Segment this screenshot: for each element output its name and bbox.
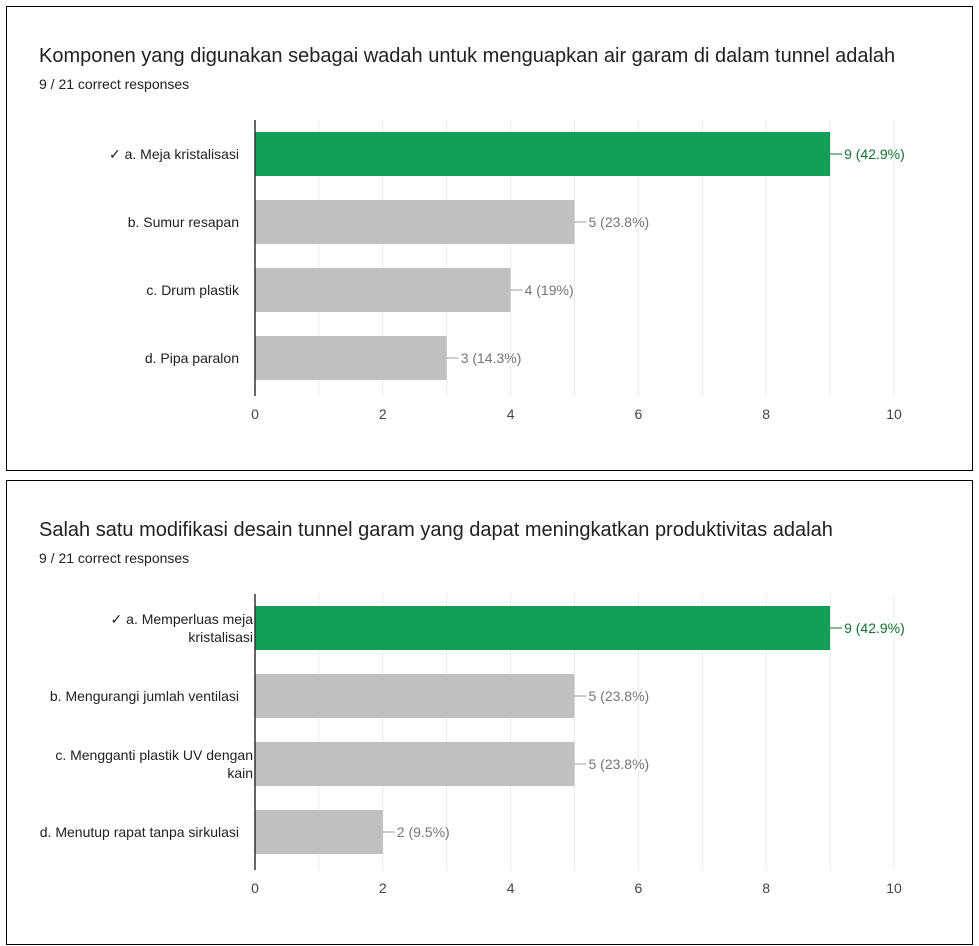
- bar: [255, 336, 447, 380]
- x-tick-label: 2: [379, 406, 387, 422]
- category-label: d. Pipa paralon: [145, 350, 239, 366]
- question-card-1: Komponen yang digunakan sebagai wadah un…: [6, 6, 973, 471]
- bar: [255, 268, 511, 312]
- x-tick-label: 10: [886, 880, 902, 896]
- category-label: kristalisasi: [188, 629, 253, 645]
- x-tick-label: 6: [635, 880, 643, 896]
- category-label: b. Mengurangi jumlah ventilasi: [50, 688, 239, 704]
- category-label: c. Mengganti plastik UV dengan: [55, 747, 253, 763]
- bar: [255, 132, 831, 176]
- category-label: ✓ a. Meja kristalisasi: [109, 146, 239, 162]
- bar: [255, 810, 383, 854]
- correct-responses-count: 9 / 21 correct responses: [39, 76, 190, 92]
- x-tick-label: 4: [507, 406, 515, 422]
- question-title: Komponen yang digunakan sebagai wadah un…: [39, 45, 896, 67]
- data-label: 5 (23.8%): [589, 214, 650, 230]
- bar: [255, 606, 831, 650]
- x-tick-label: 4: [507, 880, 515, 896]
- data-label: 5 (23.8%): [589, 688, 650, 704]
- category-label: b. Sumur resapan: [128, 214, 239, 230]
- x-tick-label: 8: [762, 406, 770, 422]
- data-label: 2 (9.5%): [397, 824, 450, 840]
- category-label: d. Menutup rapat tanpa sirkulasi: [40, 824, 239, 840]
- correct-responses-count: 9 / 21 correct responses: [39, 550, 190, 566]
- bar-chart: 0 2 4 6 8 10 9 (42.9%) ✓ a. Meja kristalisasi 5 …: [109, 120, 905, 422]
- x-tick-label: 8: [762, 880, 770, 896]
- x-tick-label: 6: [635, 406, 643, 422]
- bar-chart: 0 2 4 6 8 10 9 (42.9%) ✓ a. Memperluas meja kris…: [40, 594, 905, 896]
- x-tick-label: 2: [379, 880, 387, 896]
- bar: [255, 200, 575, 244]
- x-tick-label: 0: [251, 406, 259, 422]
- data-label: 4 (19%): [525, 282, 574, 298]
- category-label: c. Drum plastik: [146, 282, 240, 298]
- data-label: 3 (14.3%): [461, 350, 522, 366]
- question-card-2: Salah satu modifikasi desain tunnel gara…: [6, 480, 973, 945]
- data-label: 9 (42.9%): [844, 620, 905, 636]
- bar: [255, 742, 575, 786]
- data-label: 9 (42.9%): [844, 146, 905, 162]
- question-title: Salah satu modifikasi desain tunnel gara…: [39, 519, 833, 541]
- bar: [255, 674, 575, 718]
- category-label: kain: [227, 765, 253, 781]
- x-tick-label: 10: [886, 406, 902, 422]
- category-label: ✓ a. Memperluas meja: [111, 611, 254, 627]
- data-label: 5 (23.8%): [589, 756, 650, 772]
- x-tick-label: 0: [251, 880, 259, 896]
